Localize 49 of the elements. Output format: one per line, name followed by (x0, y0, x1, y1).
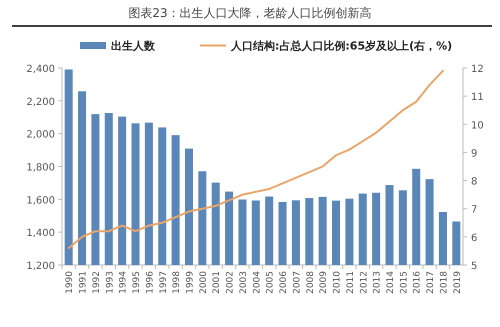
y-tick-label: 2,000 (26, 130, 55, 141)
x-tick-label: 2015 (399, 271, 410, 294)
y-tick-label: 1,800 (26, 162, 55, 174)
x-tick-label: 2017 (426, 271, 436, 294)
x-tick-label: 1997 (158, 271, 169, 294)
y2-tick-label: 9 (471, 148, 478, 160)
x-tick-label: 2011 (346, 271, 356, 294)
y-tick-label: 1,600 (26, 195, 55, 206)
y2-tick-label: 11 (471, 92, 484, 104)
y-tick-label: 2,400 (26, 64, 55, 75)
y2-tick-label: 8 (471, 176, 478, 188)
x-tick-label: 1994 (118, 270, 129, 294)
x-tick-label: 2009 (319, 270, 330, 294)
x-tick-label: 1993 (105, 271, 116, 294)
y2-tick-label: 5 (471, 261, 478, 272)
y-tick-label: 1,200 (26, 261, 55, 272)
x-tick-label: 2008 (306, 270, 316, 294)
y-tick-label: 1,400 (26, 228, 55, 240)
x-tick-label: 2004 (252, 270, 262, 294)
y2-tick-label: 6 (471, 232, 478, 244)
y2-tick-label: 12 (471, 64, 484, 75)
x-tick-label: 1990 (65, 270, 76, 294)
x-tick-label: 2002 (226, 271, 236, 294)
x-tick-label: 1992 (92, 271, 102, 294)
y-tick-label: 2,200 (26, 96, 55, 108)
chart-title: 图表23：出生人口大降，老龄人口比例创新高 (128, 6, 372, 20)
x-tick-label: 2007 (292, 271, 302, 294)
x-tick-label: 2006 (279, 270, 290, 294)
x-tick-label: 1995 (132, 271, 142, 294)
x-tick-label: 2010 (332, 270, 343, 294)
x-tick-label: 1999 (185, 270, 196, 294)
x-tick-label: 2018 (439, 270, 450, 294)
x-tick-label: 2016 (412, 270, 423, 294)
legend-label: 人口结构:占总人口比例:65岁及以上(右，%) (230, 40, 452, 52)
y2-tick-label: 10 (471, 120, 484, 132)
x-tick-label: 2013 (372, 271, 383, 294)
x-tick-label: 2005 (266, 271, 276, 294)
x-tick-label: 1991 (78, 271, 89, 294)
x-tick-label: 2012 (359, 271, 370, 294)
x-tick-label: 2014 (386, 270, 396, 294)
x-tick-label: 2000 (198, 270, 209, 294)
x-tick-label: 2001 (212, 271, 222, 294)
legend-label: 出生人数 (111, 40, 156, 52)
y2-tick-label: 7 (471, 204, 478, 216)
x-tick-label: 2003 (238, 271, 249, 294)
x-tick-label: 1998 (172, 270, 182, 294)
x-tick-label: 1996 (145, 270, 156, 294)
x-tick-label: 2019 (452, 270, 463, 294)
line-series (68, 70, 444, 250)
